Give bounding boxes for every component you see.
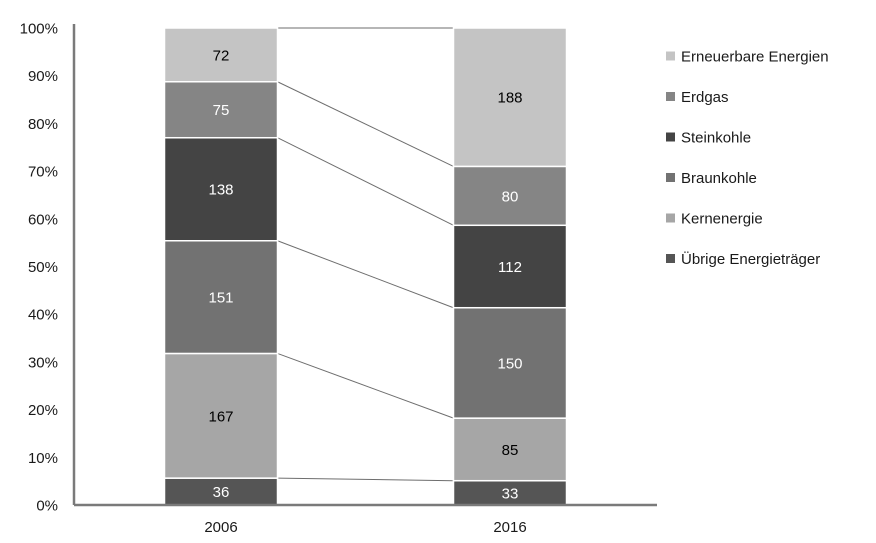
data-label: 80	[502, 188, 519, 205]
legend-label: Erdgas	[681, 89, 729, 106]
data-label: 75	[213, 102, 230, 119]
legend-label: Übrige Energieträger	[681, 250, 820, 268]
y-tick-label: 100%	[20, 21, 58, 38]
connector-line	[277, 137, 454, 226]
connector-line	[277, 477, 454, 482]
bar-segment	[452, 165, 568, 227]
legend-label: Braunkohle	[681, 170, 757, 187]
legend-swatch	[666, 51, 675, 61]
data-label: 85	[502, 442, 519, 459]
y-tick-label: 30%	[28, 354, 58, 371]
data-label: 167	[208, 408, 233, 425]
bar-segment	[452, 417, 568, 482]
legend-label: Kernenergie	[681, 211, 763, 228]
legend-label: Steinkohle	[681, 130, 751, 147]
bar-segment	[452, 224, 568, 309]
bar-segment	[452, 306, 568, 419]
bar-segment	[452, 479, 568, 506]
y-tick-label: 90%	[28, 68, 58, 85]
connector-lines	[277, 27, 454, 482]
y-tick-label: 0%	[36, 498, 58, 515]
bar-segment	[163, 352, 279, 479]
connector-line	[277, 352, 454, 419]
data-label: 188	[497, 90, 522, 107]
axes: 0% 10% 20% 30% 40% 50% 60% 70% 80% 90% 100% 2006 201…	[20, 21, 657, 536]
legend-label: Erneuerbare Energien	[681, 49, 829, 66]
bar-segment	[163, 136, 279, 242]
x-tick-label: 2006	[204, 519, 237, 536]
bars: 36 167 151 138 75 72 33 85 150 112 80 188	[163, 27, 568, 506]
data-label: 112	[498, 259, 522, 276]
bar-segment	[163, 80, 279, 139]
y-tick-label: 10%	[28, 450, 58, 467]
y-tick-label: 50%	[28, 259, 58, 276]
y-tick-label: 80%	[28, 116, 58, 133]
legend-swatch	[666, 173, 675, 182]
legend-swatch	[666, 92, 675, 101]
y-tick-label: 60%	[28, 211, 58, 228]
data-label: 150	[497, 355, 522, 372]
data-label: 138	[208, 182, 233, 199]
connector-line	[277, 240, 454, 309]
data-label: 72	[213, 47, 230, 64]
legend-swatch	[666, 132, 675, 142]
legend-swatch	[666, 254, 675, 263]
y-tick-label: 40%	[28, 307, 58, 324]
data-label: 36	[213, 484, 230, 501]
y-tick-label: 70%	[28, 164, 58, 181]
y-tick-label: 20%	[28, 402, 58, 419]
data-label: 33	[502, 485, 519, 502]
bar-segment	[163, 27, 279, 83]
legend-swatch	[666, 213, 675, 223]
bar-segment	[452, 27, 568, 168]
data-label: 151	[208, 290, 233, 307]
x-tick-label: 2016	[493, 519, 526, 536]
connector-line	[277, 81, 454, 167]
legend: Erneuerbare Energien Erdgas Steinkohle Brau…	[666, 49, 829, 268]
